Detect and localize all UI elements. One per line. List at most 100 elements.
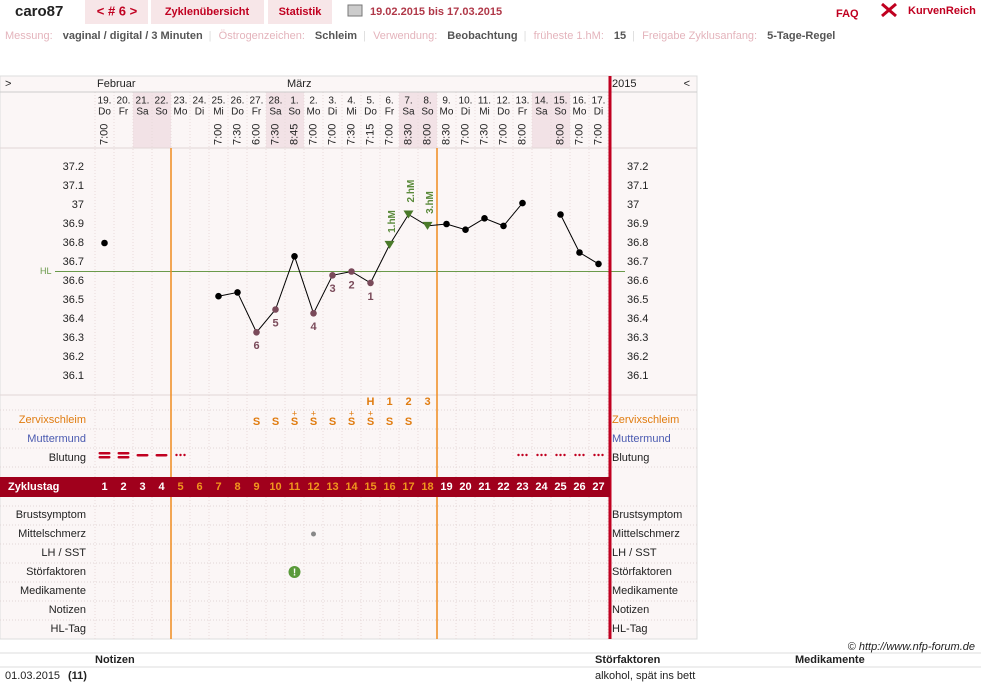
col-header: Notizen [95,654,135,666]
tab-label[interactable]: Zyklenübersicht [165,6,250,18]
mucus: S [386,416,393,428]
cycle-day: 25 [554,481,566,493]
row-label: Störfaktoren [612,566,672,578]
user: caro87 [15,3,63,20]
date: 23. [174,96,188,107]
weekday: Fr [518,107,528,118]
tab-label[interactable]: Statistik [279,6,323,18]
setting-value: vaginal / digital / 3 Minuten [63,30,203,42]
row-label: Zyklustag [8,481,59,493]
count-label: 5 [272,317,278,329]
nav-right[interactable]: < [684,78,690,90]
cycle-day: 2 [120,481,126,493]
row-label: Brustsymptom [612,509,682,521]
date: 28. [269,96,283,107]
time: 8:00 [516,124,528,145]
faq-link[interactable]: FAQ [836,8,859,20]
col-header: Störfaktoren [595,654,661,666]
cycle-day: 13 [326,481,338,493]
count-label: 1 [367,291,373,303]
bleeding [155,454,168,457]
temp-point [462,226,469,233]
setting-value: Schleim [315,30,357,42]
nav-left[interactable]: > [5,78,11,90]
tab[interactable] [268,0,332,24]
cycle-day: 5 [177,481,183,493]
logo[interactable]: KurvenReich [908,5,976,17]
date: 14. [535,96,549,107]
cycle-day: 1 [101,481,107,493]
date: 3. [328,96,336,107]
date: 8. [423,96,431,107]
peak-count: H [367,396,375,408]
setting-label: Verwendung: [373,30,437,42]
temp-point [557,211,564,218]
weekday: Sa [402,107,415,118]
date: 20. [117,96,131,107]
weekday: So [288,107,301,118]
date: 13. [516,96,530,107]
time: 7:30 [269,124,281,145]
chart-frame [0,75,698,640]
time: 7:30 [345,124,357,145]
bleeding [175,453,178,457]
print-icon[interactable] [347,4,363,17]
temp-point [272,306,279,313]
time: 7:30 [231,124,243,145]
peak-count: 3 [424,396,430,408]
weekday: Do [364,107,377,118]
temp-point [101,239,108,247]
weekend-shade [532,92,551,148]
cycle-day: 27 [592,481,604,493]
date: 24. [193,96,207,107]
weekday: Do [98,107,111,118]
date: 11. [478,96,491,107]
nav-tab[interactable] [85,0,148,24]
y-tick-label: 37.1 [63,180,84,192]
bleeding [136,454,149,457]
disturb-mark[interactable]: ! [293,568,296,579]
weekend-shade [399,92,418,148]
date: 25. [212,96,226,107]
hm-label: 2.hM [406,180,417,203]
cycle-day: 14 [345,481,358,493]
hm-marker [403,210,414,219]
cycle-nav[interactable]: < # 6 > [97,3,138,18]
bleeding [540,453,543,457]
time: 7:00 [212,124,224,145]
date: 5. [366,96,374,107]
disturb-icon[interactable] [288,566,301,578]
time: 7:00 [592,124,604,145]
row-label: Notizen [49,604,86,616]
date: 12. [497,96,511,107]
bleeding [183,453,186,457]
weekday: Fr [119,107,129,118]
cycle-day: 8 [234,481,240,493]
time: 7:00 [383,124,395,145]
bleeding [601,453,604,457]
y-tick-label: 36.5 [63,294,84,306]
y-tick-label: 36.4 [63,313,84,325]
cycle-day: 24 [535,481,548,493]
time: 7:00 [573,124,585,145]
year: 2015 [612,78,636,90]
time: 7:00 [307,124,319,145]
setting-label: Messung: [5,30,53,42]
y-tick-label: 36.9 [627,218,648,230]
weekday: Mo [174,107,188,118]
weekday: Sa [535,107,548,118]
row-label: LH / SST [612,547,657,559]
row-label: Brustsymptom [16,509,86,521]
bleeding [536,453,539,457]
weekday: Mi [346,107,357,118]
weekday: Di [328,107,337,118]
cycle-day: 17 [402,481,414,493]
weekend-shade [285,92,304,148]
mucus: S [405,416,412,428]
tab[interactable] [151,0,264,24]
count-label: 4 [310,321,317,333]
setting-value: 5-Tage-Regel [767,30,835,42]
weekday: Di [594,107,603,118]
